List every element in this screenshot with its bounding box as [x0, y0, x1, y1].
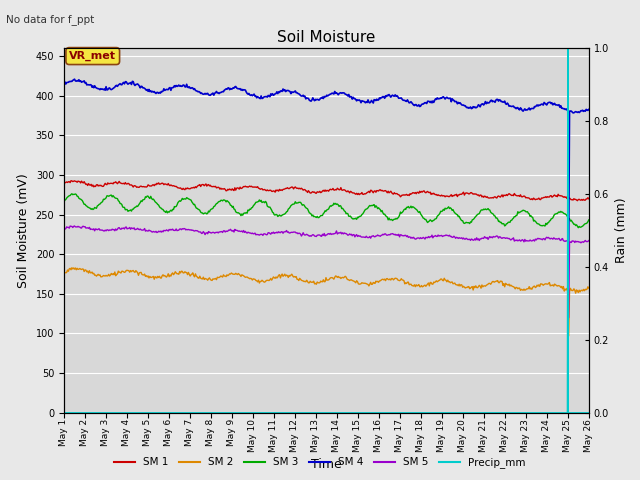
Text: No data for f_ppt: No data for f_ppt: [6, 14, 95, 25]
Title: Soil Moisture: Soil Moisture: [277, 30, 376, 46]
X-axis label: Time: Time: [311, 457, 342, 470]
Y-axis label: Soil Moisture (mV): Soil Moisture (mV): [17, 173, 30, 288]
Y-axis label: Rain (mm): Rain (mm): [614, 198, 628, 263]
Legend: SM 1, SM 2, SM 3, SM 4, SM 5, Precip_mm: SM 1, SM 2, SM 3, SM 4, SM 5, Precip_mm: [110, 453, 530, 472]
Text: VR_met: VR_met: [69, 51, 116, 61]
